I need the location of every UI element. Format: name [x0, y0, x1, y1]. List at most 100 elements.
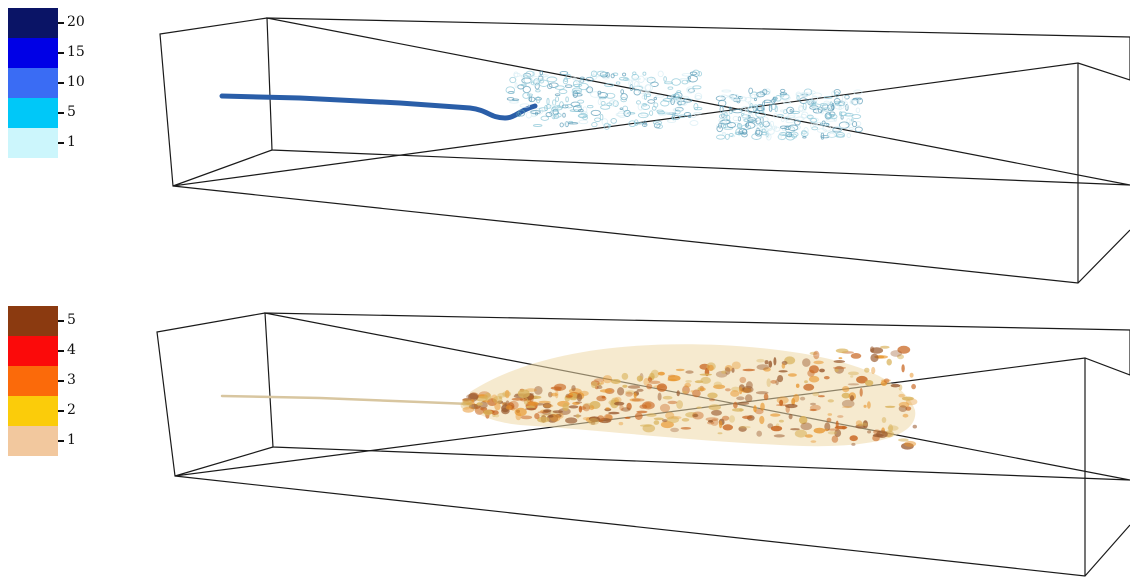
plume-fragment — [880, 345, 890, 349]
plume-fragment — [562, 402, 569, 412]
plume-fragment — [575, 413, 580, 419]
plume-fragment — [600, 381, 604, 385]
legend-top-level: 15 — [8, 38, 85, 68]
plume-fragment — [586, 104, 594, 109]
plume-fragment — [834, 100, 840, 105]
plume-fragment — [578, 119, 589, 125]
plume-fragment — [721, 370, 727, 374]
plume-fragment — [813, 350, 820, 360]
plume-fragment — [773, 97, 777, 102]
plume-fragment — [659, 403, 671, 413]
plume-fragment — [637, 112, 649, 119]
plume-fragment — [728, 95, 733, 98]
plume-fragment — [744, 96, 752, 103]
plume-fragment — [689, 120, 699, 126]
legend-label: 1 — [67, 134, 76, 150]
plume-fragment — [901, 396, 914, 401]
plume-fragment — [741, 132, 748, 138]
plume-fragment — [766, 378, 771, 387]
plume-fragment — [491, 410, 499, 416]
plume-fragment — [484, 392, 492, 401]
plume-fragment — [809, 90, 816, 95]
plume-fragment — [636, 375, 643, 382]
plume-fragment — [578, 109, 584, 113]
plume-fragment — [694, 380, 704, 384]
plume-fragment — [578, 82, 589, 91]
plume-fragment — [679, 77, 689, 81]
plume-fragment — [850, 375, 854, 378]
plume-fragment — [625, 391, 633, 397]
plume-fragment — [754, 129, 763, 137]
plume-fragment — [718, 118, 727, 124]
plume-fragment — [692, 85, 702, 90]
plume-fragment — [644, 77, 654, 81]
legend-swatch — [8, 426, 58, 456]
plume-fragment — [867, 430, 872, 434]
plume-fragment — [737, 401, 750, 405]
plume-fragment — [833, 360, 846, 363]
plume-fragment — [755, 391, 769, 395]
plume-fragment — [803, 383, 815, 391]
plume-fragment — [678, 114, 686, 118]
plume-fragment — [657, 70, 664, 78]
plume-fragment — [778, 370, 788, 373]
plume-fragment — [822, 107, 831, 112]
plume-fragment — [764, 124, 774, 132]
plume-fragment — [754, 97, 757, 102]
plume-fragment — [751, 133, 762, 140]
plume-fragment — [785, 134, 795, 141]
legend-tick — [58, 350, 64, 352]
plume-fragment — [645, 413, 657, 417]
plume-fragment — [804, 434, 813, 438]
legend-tick — [58, 112, 64, 114]
plume-fragment — [527, 401, 539, 406]
plume-fragment — [558, 89, 568, 95]
plume-fragment — [514, 82, 518, 88]
plume-fragment — [538, 400, 551, 404]
plume-fragment — [645, 84, 653, 92]
plume-fragment — [610, 118, 617, 124]
plume-fragment — [631, 77, 642, 81]
plume-fragment — [577, 114, 588, 118]
plume-fragment — [628, 79, 634, 87]
plume-fragment — [629, 84, 634, 91]
plume-fragment — [773, 112, 778, 119]
plume-fragment — [582, 416, 591, 421]
legend-swatch — [8, 98, 58, 128]
plume-fragment — [732, 94, 740, 101]
plume-fragment — [636, 388, 644, 392]
plume-fragment — [739, 386, 743, 395]
plume-fragment — [851, 442, 856, 446]
plume-fragment — [789, 109, 793, 113]
legend-tick — [58, 82, 64, 84]
plume-fragment — [675, 368, 685, 372]
plume-fragment — [806, 114, 814, 120]
plume-fragment — [858, 422, 868, 427]
plume-fragment — [773, 126, 781, 132]
plume-fragment — [798, 106, 807, 112]
plume-fragment — [504, 389, 510, 399]
plume-fragment — [713, 381, 722, 388]
plume-fragment — [887, 425, 899, 431]
plume-fragment — [546, 97, 550, 106]
plume-fragment — [812, 103, 817, 107]
plume-fragment — [847, 371, 859, 376]
plume-fragment — [769, 120, 775, 128]
plume-fragment — [742, 385, 754, 394]
plume-fragment — [827, 431, 837, 435]
plume-fragment — [563, 122, 568, 127]
plume-fragment — [572, 77, 577, 81]
plume-fragment — [770, 425, 783, 432]
plume-fragment — [622, 384, 628, 388]
legend-top: 20 15 10 5 1 — [8, 8, 85, 158]
plume-fragment — [591, 381, 598, 389]
legend-tick — [58, 410, 64, 412]
plume-fragment — [653, 417, 664, 421]
plume-fragment — [535, 96, 541, 104]
plume-fragment — [543, 409, 552, 413]
plume-fragment — [844, 94, 850, 100]
plume-fragment — [808, 375, 820, 383]
plume-fragment — [672, 94, 676, 99]
plume-fragment — [909, 372, 914, 378]
plume-fragment — [902, 413, 909, 418]
